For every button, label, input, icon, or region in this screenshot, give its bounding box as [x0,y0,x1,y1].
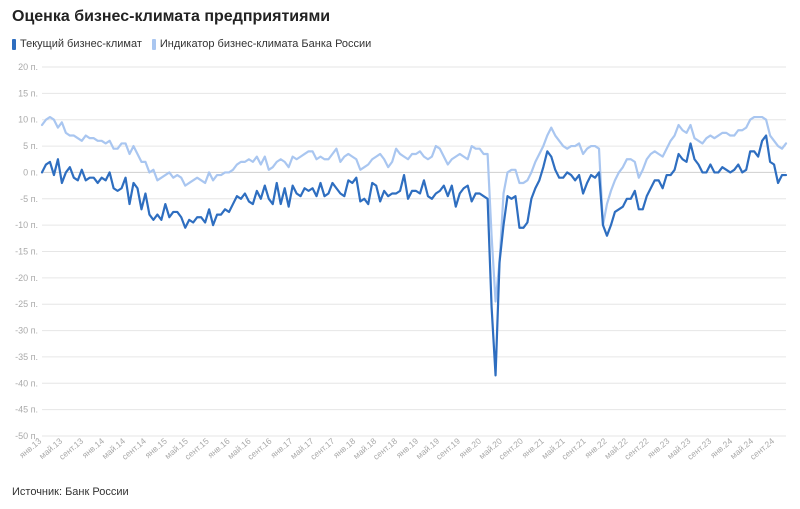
gridlines [42,66,786,437]
y-tick-label: -15 п. [15,247,38,257]
y-axis: 20 п. 15 п. 10 п. 5 п. 0 п. -5 п. -10 п. -15 п.… [15,62,38,441]
series-lines [40,115,788,377]
legend-label-indicator: Индикатор бизнес-климата Банка России [159,38,372,50]
legend-item-current[interactable]: Текущий бизнес-климат [12,38,142,50]
x-tick-label: сент.22 [622,436,650,462]
legend-swatch-indicator [151,38,156,50]
y-tick-label: 20 п. [18,62,38,72]
y-tick-label: 10 п. [18,115,38,125]
y-tick-label: -35 п. [15,352,38,362]
chart-title: Оценка бизнес-климата предприятиями [12,8,331,25]
y-tick-label: 15 п. [18,88,38,98]
legend-item-indicator[interactable]: Индикатор бизнес-климата Банка России [151,38,372,50]
y-tick-label: 0 п. [23,167,38,177]
x-tick-label: сент.14 [120,436,148,462]
x-tick-label: сент.16 [245,436,273,462]
y-tick-label: -5 п. [20,194,38,204]
legend-label-current: Текущий бизнес-климат [20,38,142,50]
x-tick-label: сент.17 [308,436,336,462]
series-line-indicator[interactable] [40,115,788,303]
x-tick-label: сент.24 [748,436,776,462]
x-tick-label: сент.21 [559,436,587,462]
source-note: Источник: Банк России [12,486,129,498]
x-tick-label: сент.23 [685,436,713,462]
x-tick-label: сент.18 [371,436,399,462]
series-line-current[interactable] [40,134,788,377]
y-tick-label: 5 п. [23,141,38,151]
legend-swatch-current [12,38,16,50]
y-tick-label: -10 п. [15,220,38,230]
y-tick-label: -25 п. [15,299,38,309]
y-tick-label: -50 п. [15,431,38,441]
x-tick-label: сент.19 [434,436,462,462]
y-tick-label: -30 п. [15,326,38,336]
x-tick-label: сент.20 [497,436,525,462]
legend: Текущий бизнес-климат Индикатор бизнес-к… [12,38,371,50]
x-axis: янв.13май.13сент.13янв.14май.14сент.14ян… [17,436,776,462]
y-tick-label: -20 п. [15,273,38,283]
x-tick-label: сент.15 [183,436,211,462]
y-tick-label: -40 п. [15,378,38,388]
x-tick-label: сент.13 [57,436,85,462]
y-tick-label: -45 п. [15,405,38,415]
